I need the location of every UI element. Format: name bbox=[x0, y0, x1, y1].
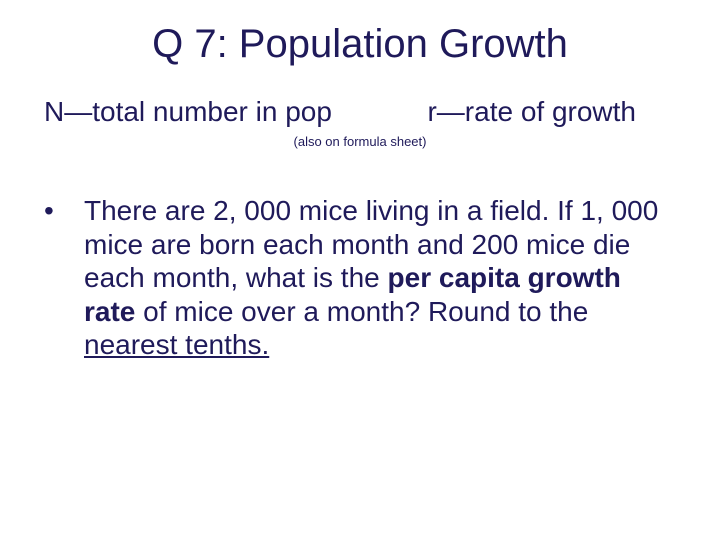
slide-title: Q 7: Population Growth bbox=[0, 22, 720, 67]
body-row: • There are 2, 000 mice living in a fiel… bbox=[44, 194, 666, 362]
definition-r: r—rate of growth bbox=[427, 96, 676, 128]
bullet-icon: • bbox=[44, 194, 84, 228]
body-underline-nearest-tenths: nearest tenths. bbox=[84, 329, 269, 360]
question-text: There are 2, 000 mice living in a field.… bbox=[84, 194, 666, 362]
formula-sheet-note: (also on formula sheet) bbox=[0, 134, 720, 149]
definition-n: N—total number in pop bbox=[44, 96, 332, 128]
body-part2: of mice over a month? Round to the bbox=[135, 296, 588, 327]
definitions-row: N—total number in pop r—rate of growth bbox=[44, 96, 676, 128]
slide: Q 7: Population Growth N—total number in… bbox=[0, 0, 720, 540]
